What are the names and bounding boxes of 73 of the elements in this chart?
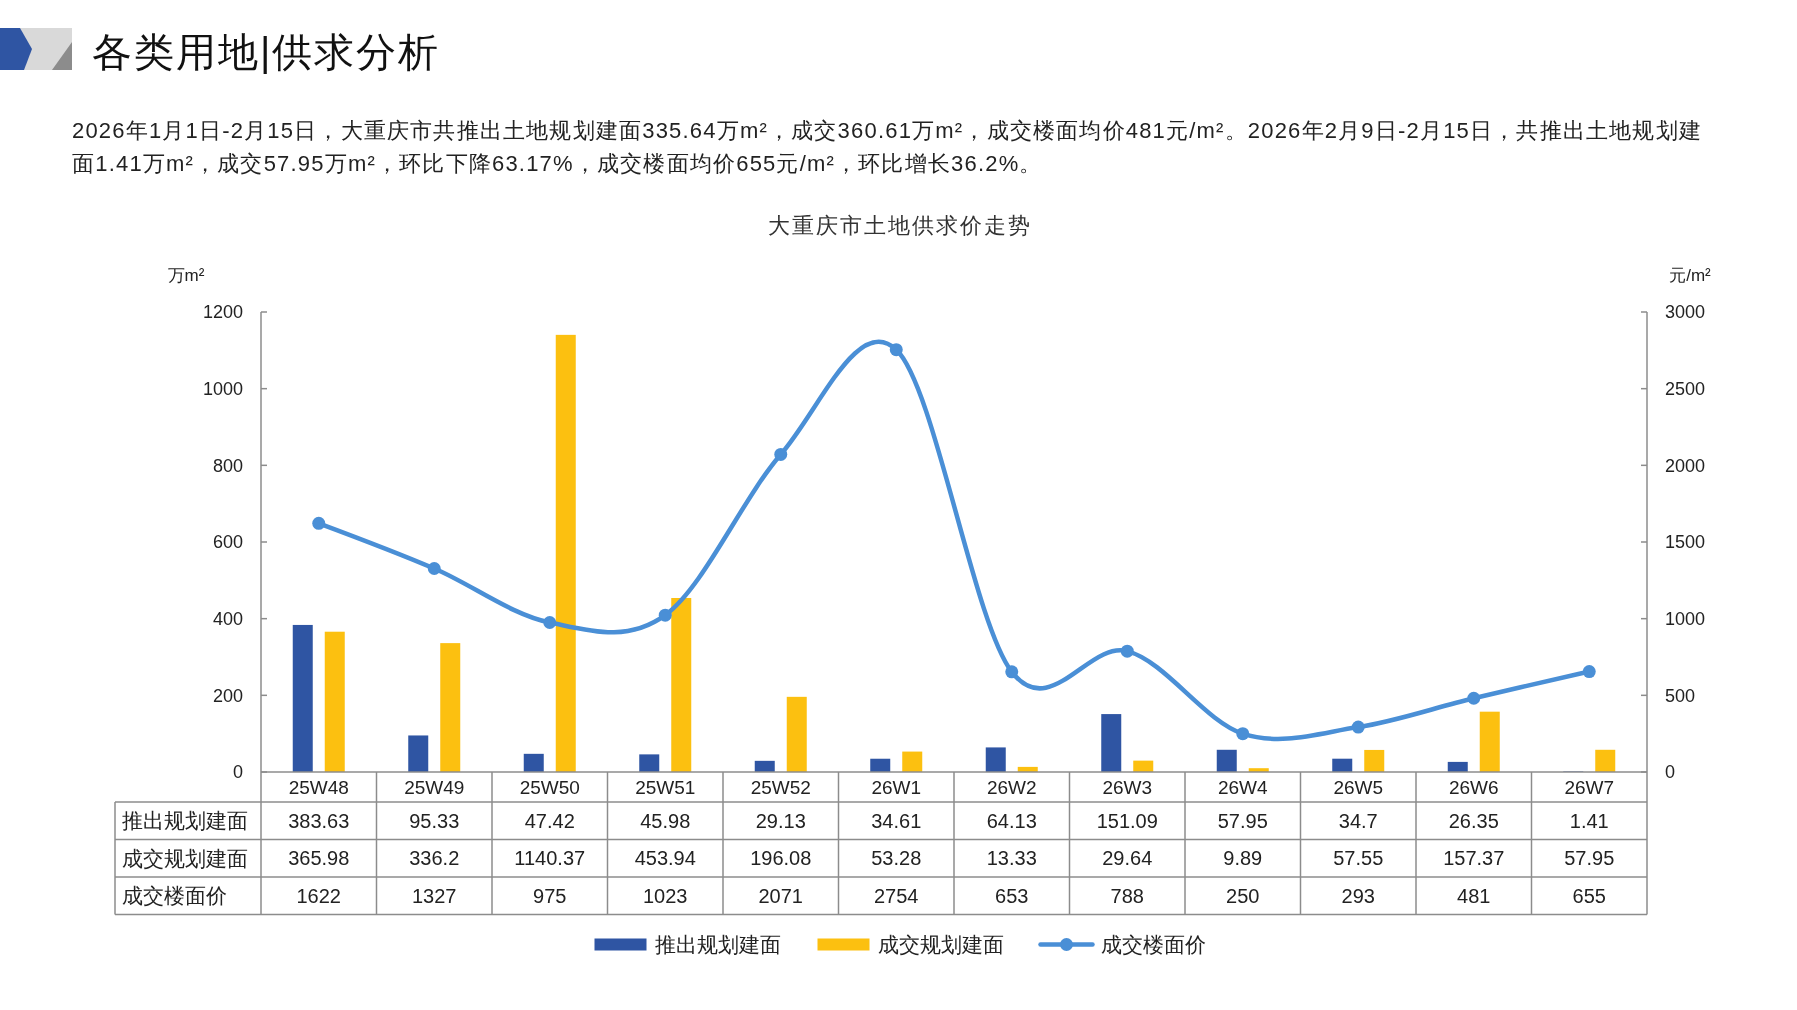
y-tick-label: 200 — [212, 685, 243, 706]
data-label: 57.95 — [1217, 809, 1268, 832]
chart-subtitle: 大重庆市土地供求价走势 — [768, 213, 1032, 238]
text: 成交楼面价 — [122, 884, 227, 908]
y-tick-label: 1200 — [202, 302, 243, 323]
y2-tick-label: 1500 — [1665, 532, 1706, 553]
data-label: 57.55 — [1333, 847, 1384, 870]
data-label: 34.7 — [1338, 809, 1378, 832]
data-label: 2071 — [758, 884, 803, 907]
data-label: 365.98 — [288, 847, 350, 870]
data-label: 29.13 — [755, 809, 806, 832]
legend-label: 推出规划建面 — [654, 933, 781, 957]
y-tick-label: 0 — [232, 762, 243, 783]
x-tick-label: 26W5 — [1333, 776, 1384, 798]
x-tick-label: 26W1 — [871, 776, 922, 798]
y2-tick-label: 3000 — [1665, 302, 1706, 323]
data-label: 1.41 — [1569, 809, 1609, 832]
x-tick-label: 25W52 — [750, 776, 811, 798]
data-label: 788 — [1110, 884, 1144, 907]
x-tick-label: 26W7 — [1564, 776, 1615, 798]
y-tick-label: 400 — [212, 608, 243, 629]
x-tick-label: 26W2 — [986, 776, 1037, 798]
legend-label: 成交楼面价 — [1100, 933, 1206, 957]
x-tick-label: 26W4 — [1217, 776, 1268, 798]
data-label: 1327 — [412, 884, 457, 907]
text: 推出规划建面 — [122, 809, 248, 833]
y-tick-label: 1000 — [202, 378, 243, 399]
data-label: 13.33 — [986, 847, 1037, 870]
y2-tick-label: 0 — [1665, 762, 1676, 783]
y2-axis-title: 元/m² — [1669, 266, 1712, 285]
data-label: 1622 — [296, 884, 341, 907]
x-tick-label: 25W49 — [404, 776, 465, 798]
y-tick-label: 800 — [212, 455, 243, 476]
text: 成交规划建面 — [122, 846, 248, 870]
legend-label: 成交规划建面 — [877, 933, 1004, 957]
data-label: 653 — [995, 884, 1029, 907]
data-label: 655 — [1572, 884, 1606, 907]
y2-tick-label: 2500 — [1665, 378, 1706, 399]
text: 2026年1月1日-2月15日，大重庆市共推出土地规划建面335.64万m²，成交360.61万m²，成交楼面均价481元/m²。2026年2月9日-2月15日，共推出土地规划建面1.41万m²，成交57.95万m²，环比下降63.17%，成交楼面均价655元/m²，环比增长36.2%。 — [72, 118, 1703, 176]
data-label: 481 — [1457, 884, 1491, 907]
chart-title: 各类用地|供求分析 — [92, 30, 441, 74]
data-label: 157.37 — [1443, 847, 1505, 870]
data-label: 53.28 — [871, 847, 922, 870]
data-label: 293 — [1341, 884, 1375, 907]
y-axis-title: 万m² — [167, 266, 205, 285]
data-label: 151.09 — [1096, 809, 1158, 832]
x-tick-label: 25W48 — [288, 776, 349, 798]
data-label: 64.13 — [986, 809, 1037, 832]
data-label: 26.35 — [1448, 809, 1499, 832]
x-tick-label: 26W6 — [1448, 776, 1499, 798]
data-label: 383.63 — [288, 809, 350, 832]
data-label: 453.94 — [634, 847, 696, 870]
data-label: 975 — [533, 884, 567, 907]
data-label: 45.98 — [640, 809, 691, 832]
y2-tick-label: 500 — [1665, 685, 1696, 706]
x-tick-label: 25W51 — [635, 776, 696, 798]
x-tick-label: 25W50 — [519, 776, 580, 798]
data-label: 1140.37 — [514, 847, 586, 870]
data-label: 250 — [1226, 884, 1260, 907]
x-tick-label: 26W3 — [1102, 776, 1153, 798]
data-label: 336.2 — [409, 847, 460, 870]
data-label: 95.33 — [409, 809, 460, 832]
data-label: 2754 — [874, 884, 919, 907]
data-label: 47.42 — [524, 809, 575, 832]
data-label: 34.61 — [871, 809, 922, 832]
y-tick-label: 600 — [212, 532, 243, 553]
data-label: 9.89 — [1223, 847, 1263, 870]
data-label: 57.95 — [1564, 847, 1615, 870]
y2-tick-label: 2000 — [1665, 455, 1706, 476]
data-label: 196.08 — [750, 847, 812, 870]
data-label: 1023 — [643, 884, 688, 907]
data-label: 29.64 — [1102, 847, 1153, 870]
y2-tick-label: 1000 — [1665, 608, 1706, 629]
